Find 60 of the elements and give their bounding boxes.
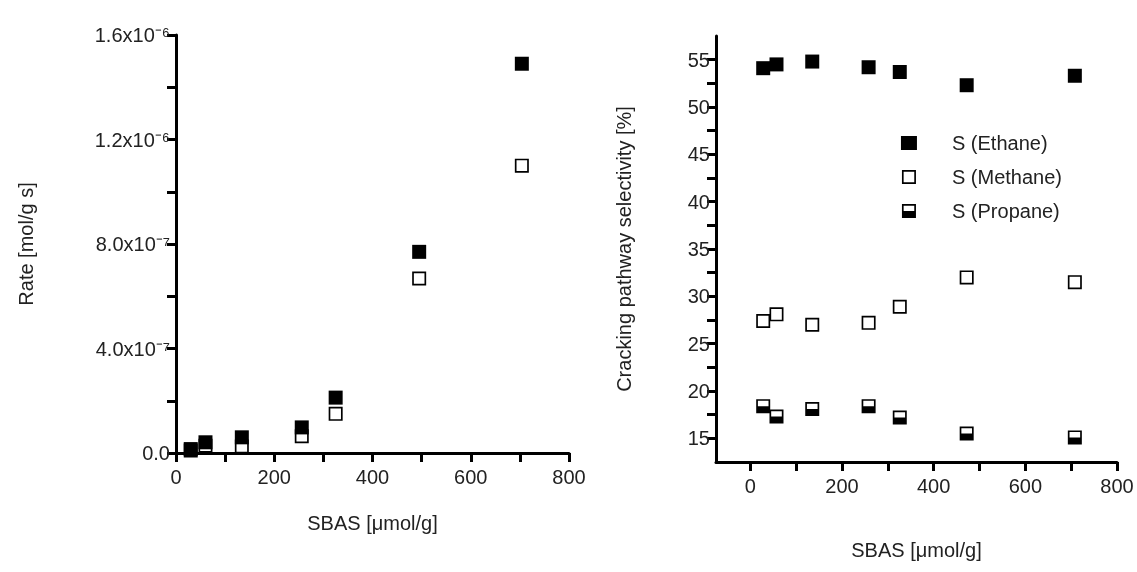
y-tick-label: 8.0x10⁻⁷ <box>95 233 170 255</box>
point <box>959 270 974 285</box>
x-tick-label: 800 <box>552 466 586 488</box>
x-tick-label: 0 <box>170 466 182 488</box>
x-tick-label: 200 <box>257 466 291 488</box>
point <box>805 54 820 69</box>
point <box>959 426 974 441</box>
point <box>1067 68 1082 83</box>
y-tick-label: 1.6x10⁻⁶ <box>94 24 170 46</box>
y-tick-label: 15 <box>687 427 710 450</box>
point <box>328 406 343 421</box>
point <box>756 313 771 328</box>
x-axis-title: SBAS [μmol/g] <box>307 512 438 534</box>
y-tick-label: 20 <box>687 380 710 402</box>
point <box>1067 275 1082 290</box>
x-tick-label: 800 <box>1100 475 1134 497</box>
point <box>861 399 876 414</box>
point <box>328 390 343 405</box>
y-tick-label: 55 <box>687 48 710 71</box>
point <box>756 399 771 414</box>
x-tick-label: 600 <box>454 466 488 488</box>
y-tick-label: 30 <box>687 285 710 308</box>
point <box>412 244 427 259</box>
x-tick-label: 400 <box>355 466 390 488</box>
point <box>234 439 249 454</box>
point <box>892 64 907 79</box>
point <box>514 56 529 71</box>
point <box>959 78 974 93</box>
legend-label: S (Methane) <box>951 166 1063 188</box>
point <box>892 410 907 425</box>
point <box>805 401 820 416</box>
x-axis-title: SBAS [μmol/g] <box>851 539 982 561</box>
y-axis-title: Rate [mol/g s] <box>15 182 37 306</box>
y-tick-label: 4.0x10⁻⁷ <box>95 337 170 360</box>
point <box>412 271 427 286</box>
x-tick-label: 400 <box>917 475 951 497</box>
point <box>892 299 907 314</box>
y-tick-label: 45 <box>687 143 710 166</box>
point <box>861 315 876 330</box>
legend-label: S (Propane) <box>951 200 1060 222</box>
y-tick-label: 25 <box>687 332 710 355</box>
point <box>769 307 784 322</box>
y-axis-title: Cracking pathway selectivity [%] <box>613 106 635 392</box>
x-tick-label: 200 <box>825 475 859 497</box>
x-tick-label: 600 <box>1008 475 1043 497</box>
point <box>514 158 529 173</box>
y-tick-label: 1.2x10⁻⁶ <box>94 128 170 151</box>
legend-label: S (Ethane) <box>951 132 1048 154</box>
point <box>294 429 309 444</box>
x-tick-label: 0 <box>744 475 756 497</box>
point <box>861 60 876 75</box>
y-tick-label: 35 <box>687 238 710 260</box>
point <box>769 409 784 424</box>
y-tick-label: 40 <box>687 190 710 213</box>
point <box>1067 430 1082 445</box>
point <box>756 61 771 76</box>
point <box>769 57 784 72</box>
point <box>805 317 820 332</box>
y-tick-label: 50 <box>687 96 710 118</box>
y-tick-label: 0.0 <box>142 442 170 464</box>
